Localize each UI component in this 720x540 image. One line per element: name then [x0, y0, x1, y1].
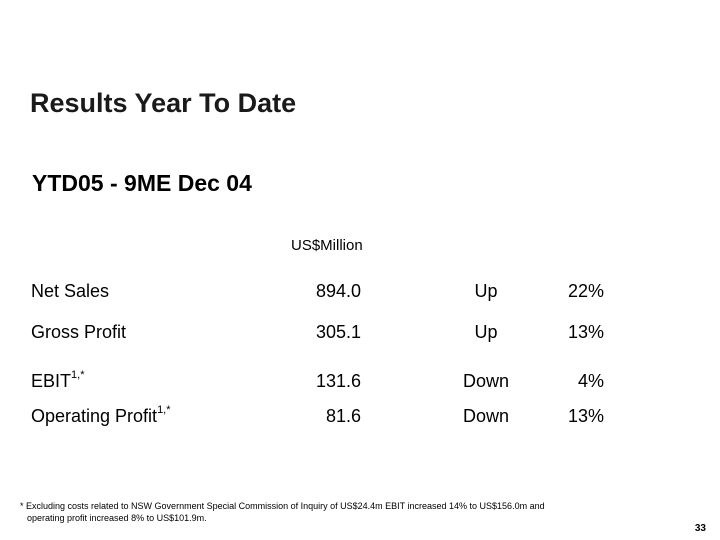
slide-title: Results Year To Date — [30, 88, 297, 118]
row-label: Net Sales — [31, 281, 110, 301]
row-percent: 13% — [567, 406, 604, 426]
row-value: 305.1 — [315, 322, 361, 342]
row-footnote-marker: 1,* — [71, 369, 85, 381]
page-number: 33 — [694, 523, 706, 534]
row-footnote-marker: 1,* — [157, 404, 171, 416]
row-direction: Up — [474, 281, 498, 301]
footnote-line: operating profit increased 8% to US$101.… — [27, 513, 207, 523]
slide-subtitle: YTD05 - 9ME Dec 04 — [32, 170, 252, 196]
row-percent: 22% — [567, 281, 604, 301]
row-direction: Up — [474, 322, 498, 342]
unit-label: US$Million — [291, 237, 363, 254]
table-row: Net Sales 894.0 Up 22% — [0, 281, 720, 311]
row-value: 131.6 — [315, 371, 361, 391]
footnote: * Excluding costs related to NSW Governm… — [20, 500, 660, 524]
row-label: Gross Profit — [31, 322, 127, 342]
row-label: EBIT1,* — [31, 369, 85, 391]
table-row: Operating Profit1,* 81.6 Down 13% — [0, 404, 720, 436]
table-row: Gross Profit 305.1 Up 13% — [0, 322, 720, 352]
row-value: 81.6 — [325, 406, 361, 426]
row-percent: 4% — [577, 371, 604, 391]
table-row: EBIT1,* 131.6 Down 4% — [0, 369, 720, 401]
row-label: Operating Profit1,* — [31, 404, 171, 426]
row-direction: Down — [462, 371, 510, 391]
row-direction: Down — [462, 406, 510, 426]
row-percent: 13% — [567, 322, 604, 342]
row-value: 894.0 — [315, 281, 361, 301]
footnote-line: * Excluding costs related to NSW Governm… — [20, 501, 545, 511]
